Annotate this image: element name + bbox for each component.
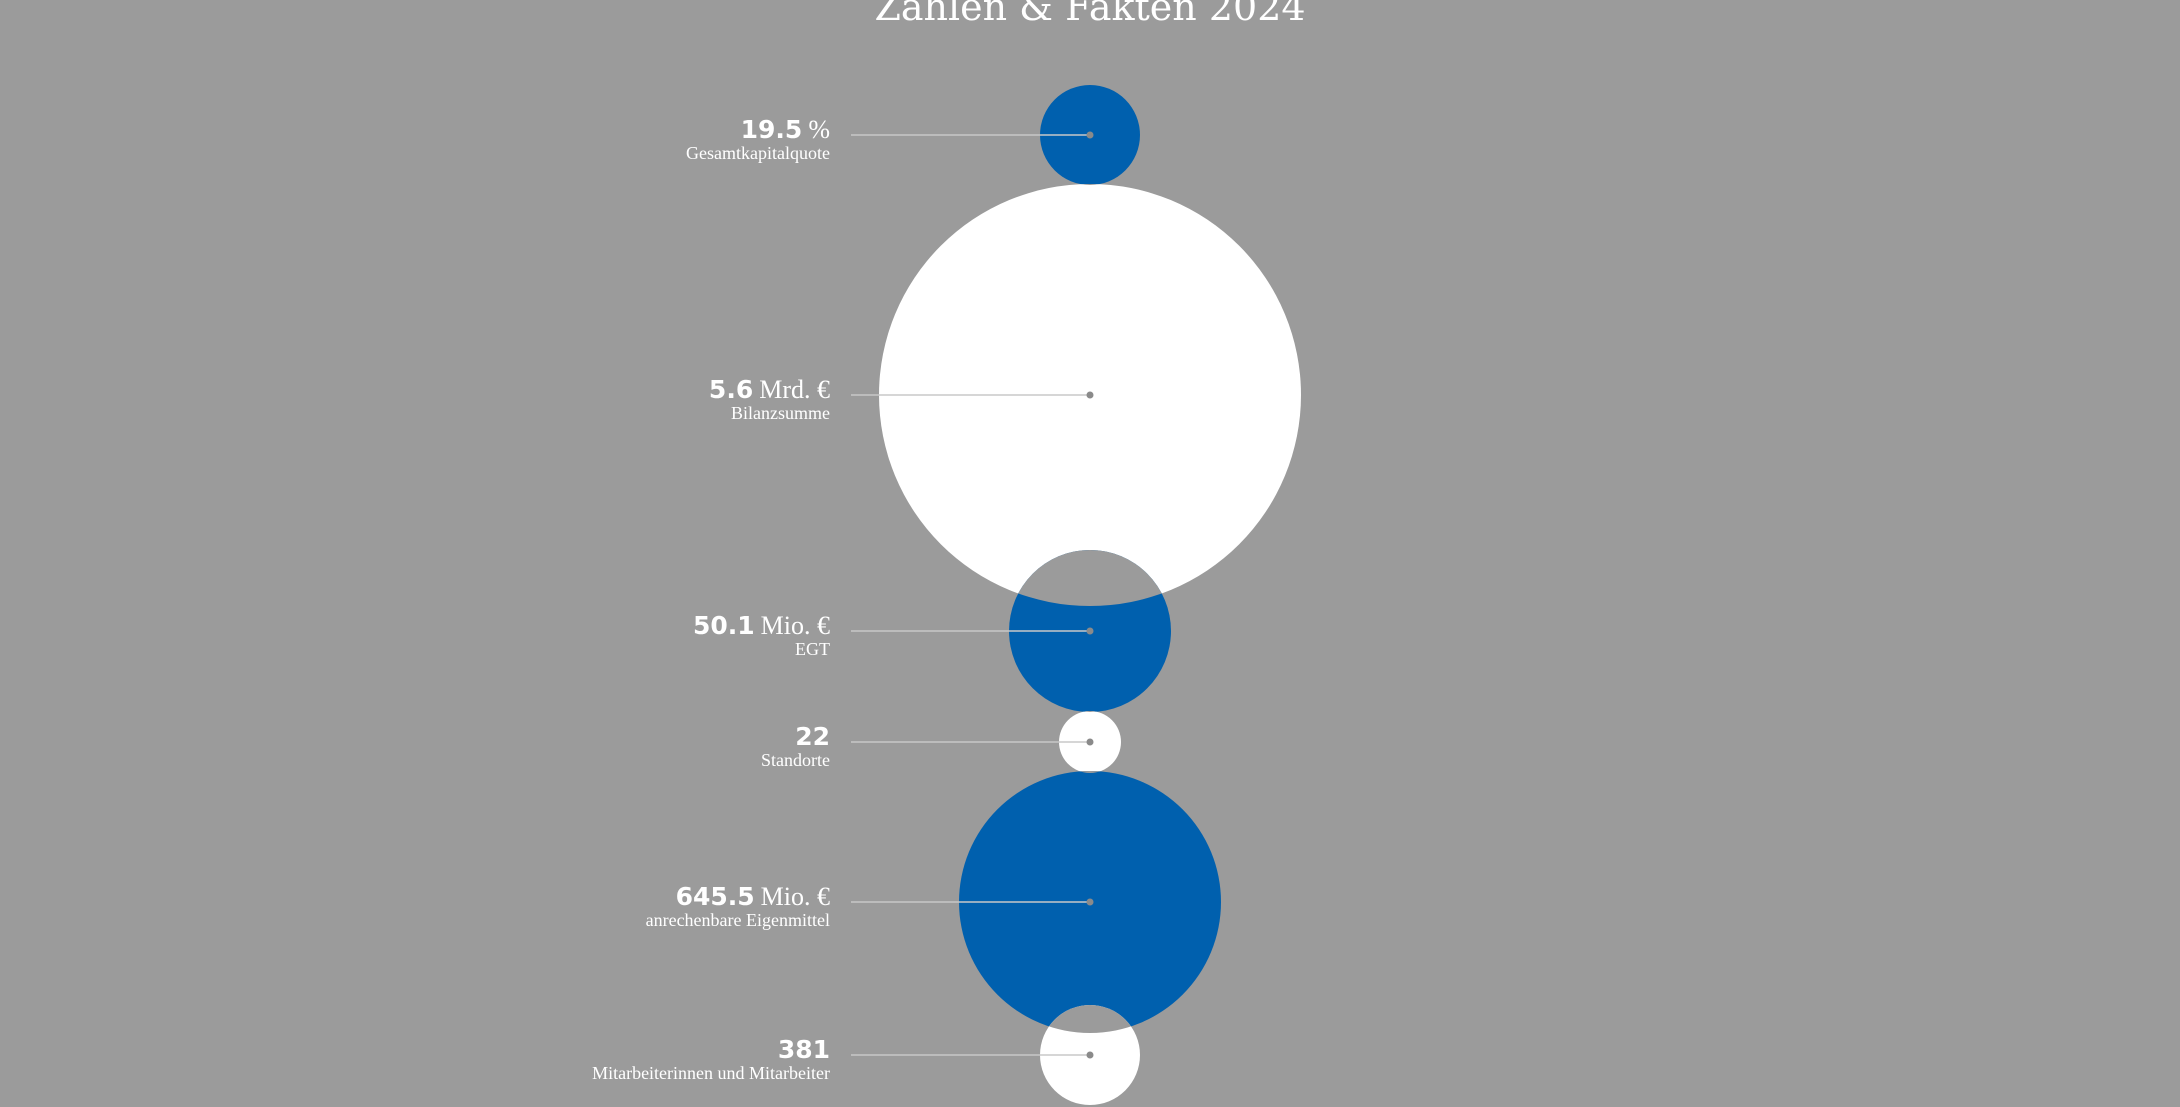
label: Mitarbeiterinnen und Mitarbeiter bbox=[592, 1063, 830, 1083]
leader-dot bbox=[1086, 1051, 1094, 1059]
label: Gesamtkapitalquote bbox=[686, 143, 830, 163]
value-text: 645.5 Mio. € bbox=[676, 882, 830, 911]
bubble-overlap bbox=[1040, 1005, 1140, 1033]
value: 19.5 bbox=[741, 115, 803, 144]
leader-dot bbox=[1086, 391, 1094, 399]
bubble-overlap bbox=[1009, 550, 1171, 606]
unit: Mrd. € bbox=[759, 375, 830, 404]
value: 5.6 bbox=[709, 375, 753, 404]
unit: % bbox=[808, 115, 830, 144]
label: Bilanzsumme bbox=[731, 403, 830, 423]
value-text: 50.1 Mio. € bbox=[693, 611, 830, 640]
leader-dot bbox=[1086, 131, 1094, 139]
label: Standorte bbox=[761, 750, 830, 770]
value-text: 22 bbox=[795, 722, 830, 751]
unit: Mio. € bbox=[761, 882, 830, 911]
value-text: 5.6 Mrd. € bbox=[709, 375, 830, 404]
label: EGT bbox=[795, 639, 830, 659]
unit: Mio. € bbox=[761, 611, 830, 640]
value-text: 381 bbox=[778, 1035, 830, 1064]
value: 50.1 bbox=[693, 611, 755, 640]
leader-dot bbox=[1086, 738, 1094, 746]
value: 381 bbox=[778, 1035, 830, 1064]
label: anrechenbare Eigenmittel bbox=[646, 910, 830, 930]
leader-dot bbox=[1086, 898, 1094, 906]
value: 645.5 bbox=[676, 882, 755, 911]
value-text: 19.5% bbox=[741, 115, 830, 144]
value: 22 bbox=[795, 722, 830, 751]
title: Zahlen & Fakten 2024 bbox=[874, 0, 1305, 29]
leader-dot bbox=[1086, 627, 1094, 635]
